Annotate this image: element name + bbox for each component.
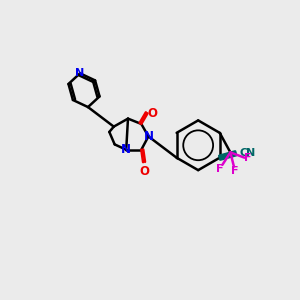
Text: N: N [121,143,131,156]
Text: F: F [231,166,238,176]
Text: N: N [143,130,153,143]
Text: F: F [216,164,224,174]
Text: O: O [148,107,158,120]
Text: N: N [75,68,85,78]
Text: O: O [139,164,149,178]
Text: C: C [239,148,247,158]
Text: N: N [246,148,256,158]
Text: F: F [244,153,251,163]
